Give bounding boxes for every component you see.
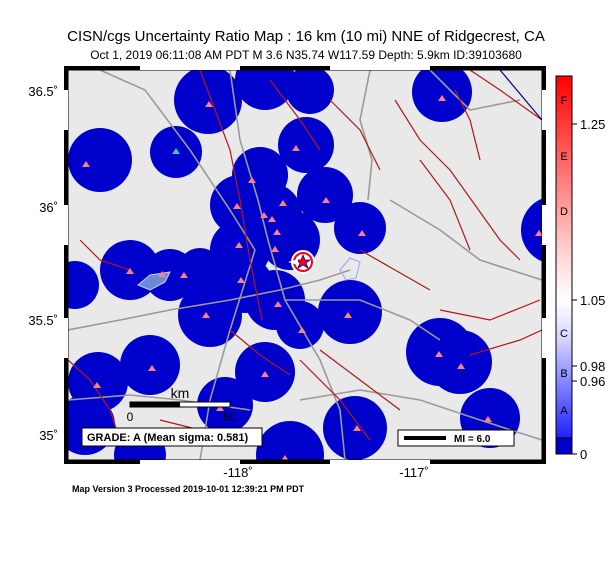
mi-text: MI = 6.0 [454,434,491,445]
scale-bar: km 0 50 [127,385,237,424]
lat-label-36: 36˚ [39,200,58,215]
scale-end: 50 [223,410,237,424]
scale-start: 0 [127,410,134,424]
scale-unit: km [171,385,190,401]
stations [82,95,542,460]
lat-label-35-5: 35.5˚ [28,313,58,328]
event-subtitle: Oct 1, 2019 06:11:08 AM PDT M 3.6 N35.74… [90,48,522,62]
mi-legend: MI = 6.0 [397,429,515,447]
colorbar-label-0-96: 0.96 [580,374,605,389]
lat-label-35: 35˚ [39,428,58,443]
grade-letter-e: E [560,151,567,163]
colorbar-label-1-05: 1.05 [580,293,605,308]
grade-letter-c: C [560,328,568,340]
map-title: CISN/cgs Uncertainty Ratio Map : 16 km (… [67,28,545,45]
epicenter-marker [288,250,315,274]
grade-letter-f: F [561,95,568,107]
grade-letter-b: B [560,368,567,380]
station-cyan [172,148,180,154]
grade-letter-a: A [560,405,568,417]
roads [68,70,542,460]
lon-label-118: -118˚ [223,465,252,480]
colorbar: F E D C B A 1.25 1.05 0.98 0.96 0 [555,75,605,462]
lat-label-36-5: 36.5˚ [28,84,58,99]
faults [68,70,542,441]
grade-text: GRADE: A (Mean sigma: 0.581) [87,432,249,444]
lon-label-117: -117˚ [399,465,428,480]
map-version-footer: Map Version 3 Processed 2019-10-01 12:39… [72,484,305,494]
state-boundary [499,70,542,121]
map-frame-ticks [64,66,546,464]
colorbar-label-1-25: 1.25 [580,117,605,132]
colorbar-label-0-98: 0.98 [580,359,605,374]
grade-letter-d: D [560,206,568,218]
grade-box: GRADE: A (Mean sigma: 0.581) [81,427,263,447]
colorbar-label-0: 0 [580,447,587,462]
